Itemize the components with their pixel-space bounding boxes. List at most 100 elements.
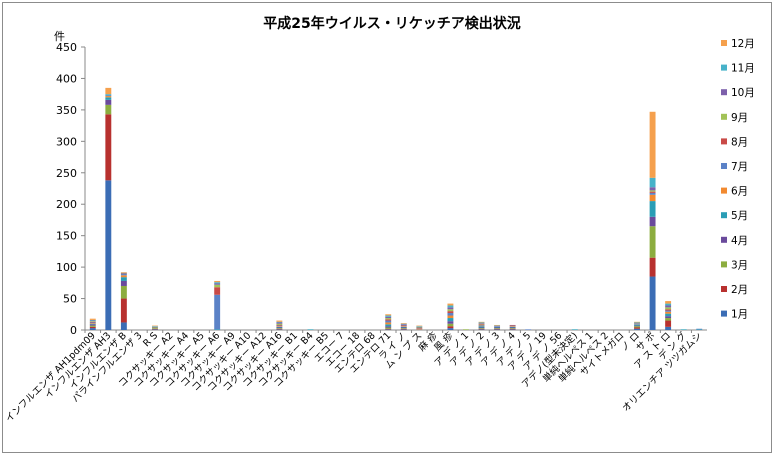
bar-segment [416, 329, 423, 330]
bar-segment [400, 329, 407, 330]
bar-segment [152, 326, 158, 328]
bar-segment [447, 321, 454, 324]
legend-swatch [721, 261, 727, 268]
bar-segment [385, 326, 392, 328]
bar-segment [120, 277, 127, 281]
bar-segment [478, 328, 485, 330]
bar-segment [478, 322, 485, 324]
legend-swatch [721, 236, 727, 243]
bar-segment [89, 321, 96, 323]
bar-segment [696, 328, 703, 330]
bar-segment [494, 326, 501, 328]
bar-segment [478, 323, 485, 324]
y-tick-label: 400 [56, 72, 77, 85]
legend-label: 10月 [731, 87, 755, 99]
bar-segment [478, 328, 485, 329]
bar-segment [385, 319, 392, 321]
bar-segment [478, 327, 485, 329]
bar-segment [89, 328, 96, 330]
bar-segment [509, 326, 516, 328]
bar-segment [634, 324, 640, 325]
bar-segment [400, 326, 407, 327]
legend-swatch [721, 89, 727, 96]
bar-segment [696, 329, 703, 330]
bar-segment [89, 318, 96, 320]
legend-swatch [721, 64, 727, 71]
bar-segment [214, 284, 221, 288]
y-tick-label: 150 [56, 230, 77, 243]
bar-segment [494, 326, 501, 327]
legend-swatch [721, 310, 727, 317]
bar-segment [276, 329, 283, 330]
bar-segment [89, 320, 96, 322]
bar-segment [105, 96, 112, 98]
bar-segment [105, 94, 112, 96]
bar-segment [276, 327, 283, 329]
bar-segment [152, 328, 158, 330]
chart-title: 平成25年ウイルス・リケッチア検出状況 [263, 15, 520, 32]
bar-segment [276, 326, 283, 327]
bar-segment [400, 324, 407, 325]
y-tick-label: 450 [56, 41, 77, 54]
bar-segment [494, 324, 501, 326]
y-axis-unit-label: 件 [54, 30, 65, 43]
bar-segment [665, 305, 672, 308]
bar-segment [120, 298, 127, 323]
bar-segment [400, 325, 407, 327]
bar-segment [152, 328, 158, 329]
legend-swatch [721, 113, 727, 120]
bar-segment [89, 322, 96, 324]
legend-swatch [721, 138, 727, 145]
bar-segment [649, 257, 656, 277]
bar-segment [447, 305, 454, 308]
bar-segment [105, 95, 112, 97]
bar-segment [478, 329, 485, 330]
bar-segment [447, 315, 454, 319]
bar-segment [276, 325, 283, 327]
bar-segment [634, 321, 640, 323]
bar-segment [89, 326, 96, 329]
bar-segment [634, 323, 640, 324]
bar-segment [105, 97, 112, 100]
bar-segment [478, 324, 485, 325]
bar-segment [509, 328, 516, 329]
bar-segment [89, 325, 96, 327]
bar-segment [649, 192, 656, 195]
bar-segment [89, 323, 96, 325]
bar-segment [494, 325, 501, 327]
bar-segment [649, 226, 656, 258]
y-tick-label: 250 [56, 167, 77, 180]
bar-segment [276, 321, 283, 323]
bar-segment [509, 326, 516, 327]
bar-segment [665, 310, 672, 312]
legend-label: 12月 [731, 38, 755, 50]
bar-segment [478, 323, 485, 325]
bar-segment [416, 326, 423, 328]
bar-segment [214, 287, 221, 295]
bar-segment [649, 276, 656, 330]
bar-segment [276, 323, 283, 325]
bar-segment [649, 187, 656, 191]
legend-swatch [721, 40, 727, 46]
bar-segment [447, 311, 454, 314]
legend-label: 3月 [731, 259, 748, 271]
bar-segment [152, 325, 158, 327]
bar-segment [214, 283, 221, 285]
bar-segment [385, 316, 392, 319]
bar-segment [509, 324, 516, 326]
bar-segment [665, 309, 672, 311]
bar-segment [89, 319, 96, 321]
bar-segment [478, 321, 485, 323]
bar-segment [509, 328, 516, 330]
bar-segment [214, 329, 221, 330]
bar-segment [447, 309, 454, 312]
bar-segment [634, 326, 640, 328]
bar-segment [105, 99, 112, 105]
bar-segment [400, 328, 407, 330]
bar-segment [400, 326, 407, 328]
bar-segment [665, 301, 672, 304]
bar-segment [385, 314, 392, 316]
bar-segment [447, 318, 454, 322]
bar-segment [665, 303, 672, 306]
bar-segment [447, 303, 454, 306]
